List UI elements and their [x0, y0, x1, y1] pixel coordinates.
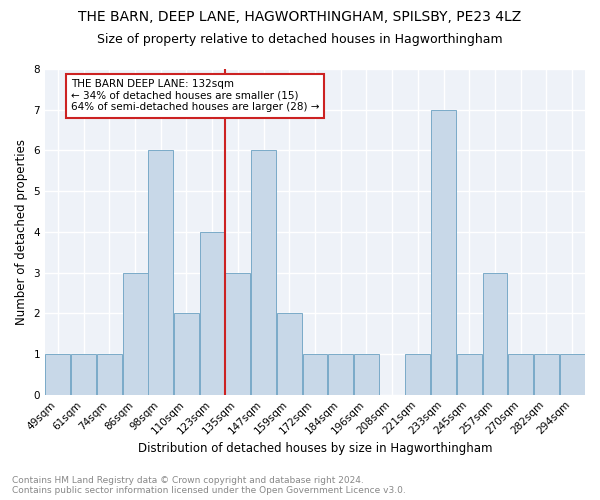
- Bar: [482, 272, 508, 394]
- Bar: [226, 272, 250, 394]
- Text: Size of property relative to detached houses in Hagworthingham: Size of property relative to detached ho…: [97, 32, 503, 46]
- Bar: [277, 314, 302, 394]
- Bar: [97, 354, 122, 395]
- Bar: [46, 354, 70, 395]
- Bar: [200, 232, 224, 394]
- Bar: [534, 354, 559, 395]
- Bar: [406, 354, 430, 395]
- Text: THE BARN DEEP LANE: 132sqm
← 34% of detached houses are smaller (15)
64% of semi: THE BARN DEEP LANE: 132sqm ← 34% of deta…: [71, 79, 319, 112]
- Text: Contains HM Land Registry data © Crown copyright and database right 2024.
Contai: Contains HM Land Registry data © Crown c…: [12, 476, 406, 495]
- Bar: [251, 150, 276, 394]
- Y-axis label: Number of detached properties: Number of detached properties: [15, 139, 28, 325]
- Bar: [354, 354, 379, 395]
- X-axis label: Distribution of detached houses by size in Hagworthingham: Distribution of detached houses by size …: [138, 442, 492, 455]
- Bar: [560, 354, 584, 395]
- Bar: [174, 314, 199, 394]
- Bar: [457, 354, 482, 395]
- Bar: [328, 354, 353, 395]
- Bar: [302, 354, 328, 395]
- Bar: [122, 272, 148, 394]
- Bar: [71, 354, 96, 395]
- Bar: [148, 150, 173, 394]
- Text: THE BARN, DEEP LANE, HAGWORTHINGHAM, SPILSBY, PE23 4LZ: THE BARN, DEEP LANE, HAGWORTHINGHAM, SPI…: [79, 10, 521, 24]
- Bar: [508, 354, 533, 395]
- Bar: [431, 110, 456, 395]
